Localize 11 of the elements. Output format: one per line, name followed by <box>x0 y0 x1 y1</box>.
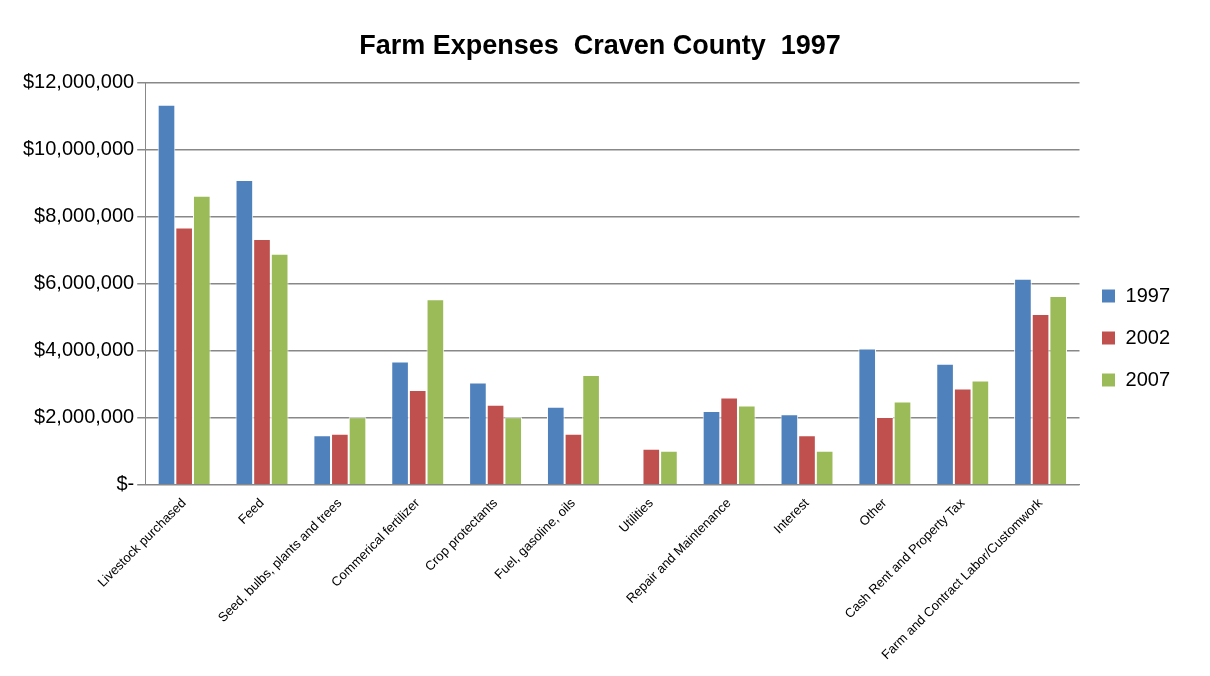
y-tick-label: $4,000,000 <box>34 338 135 361</box>
y-tick-label: $8,000,000 <box>34 204 135 226</box>
y-tick-label: $- <box>116 472 135 495</box>
legend-label: 2002 <box>1125 325 1171 348</box>
legend-label: 2007 <box>1125 367 1171 390</box>
y-tick-label: $12,000,000 <box>22 69 135 92</box>
y-tick-label: $2,000,000 <box>34 405 135 428</box>
chart-title: Farm Expenses Craven County 1997 <box>359 29 841 60</box>
y-tick-label: $10,000,000 <box>22 136 135 159</box>
y-tick-label: $6,000,000 <box>34 271 135 294</box>
legend-label: 1997 <box>1125 283 1171 306</box>
